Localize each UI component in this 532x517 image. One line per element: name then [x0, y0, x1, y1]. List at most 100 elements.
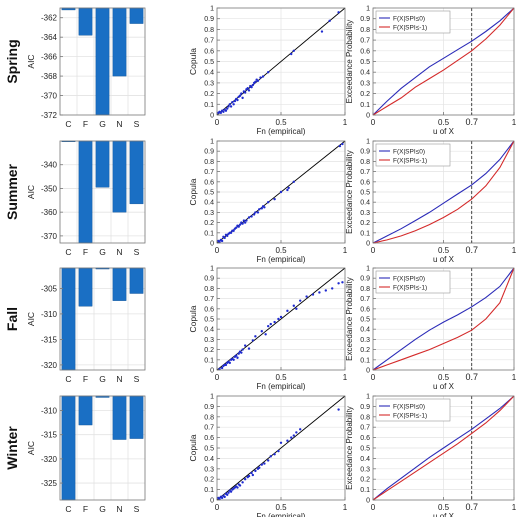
- y-tick-label: 0.8: [204, 414, 214, 421]
- x-tick-label: 1: [512, 118, 517, 127]
- y-tick-label: 0.2: [360, 220, 370, 227]
- scatter-point: [258, 208, 261, 211]
- bar-N: [112, 395, 127, 440]
- x-axis-label: u of X: [433, 127, 455, 136]
- scatter-point: [241, 222, 244, 225]
- scatter-point: [251, 339, 255, 342]
- scatter-point: [218, 367, 221, 371]
- bar-F: [78, 267, 93, 307]
- x-tick-label: 0.5: [275, 118, 287, 127]
- y-tick-label: 0.4: [360, 70, 370, 77]
- scatter-point: [260, 463, 263, 466]
- x-tick-label: F: [83, 374, 88, 384]
- scatter-point: [240, 92, 243, 95]
- scatter-point: [224, 109, 228, 112]
- y-tick-label: 0.7: [204, 296, 214, 303]
- scatter-point: [256, 211, 260, 214]
- y-tick-label: 0.6: [360, 306, 370, 313]
- x-tick-label: G: [99, 374, 106, 384]
- plot-frame: [216, 7, 346, 116]
- bar-G: [95, 7, 110, 116]
- scatter-point: [258, 466, 261, 469]
- x-tick-label: 0.7: [465, 117, 478, 127]
- x-tick-label: 0.5: [438, 373, 450, 382]
- scatter-point: [241, 481, 244, 484]
- y-tick-label: 0.3: [204, 466, 214, 473]
- x-tick-label: 0: [371, 503, 376, 512]
- y-tick-label: 0.8: [204, 27, 214, 34]
- y-tick-label: 0.9: [360, 16, 370, 23]
- scatter-point: [295, 431, 298, 434]
- scatter-point: [254, 80, 257, 84]
- scatter-point: [224, 363, 228, 367]
- x-tick-label: N: [116, 374, 122, 384]
- y-tick-label: -350: [41, 184, 58, 193]
- aic-bar-panel: C F G N S -340 -350 -360 -370 AIC: [26, 140, 146, 257]
- y-tick-label: 0.3: [204, 210, 214, 217]
- y-tick-label: 0.2: [204, 347, 214, 354]
- scatter-point: [243, 91, 247, 94]
- x-tick-label: 0: [371, 246, 376, 255]
- legend-entry: F(X|SPI≤-1): [393, 25, 427, 32]
- y-tick-label: 0.9: [204, 276, 214, 283]
- scatter-point: [279, 315, 283, 319]
- plot-frame: [59, 267, 146, 371]
- x-tick-label: 0.5: [438, 503, 450, 512]
- row-label-spring: Spring: [4, 39, 20, 83]
- y-axis-label: AIC: [26, 185, 36, 199]
- x-tick-label: 0: [215, 373, 220, 382]
- exceedance-panel: 0 0.1 0.2 0.3 0.4 0.5 0.6 0.7 0.8 0.9 1 0 0.5 0.7 1 u o…: [345, 266, 517, 392]
- y-tick-label: -320: [41, 455, 58, 464]
- y-tick-label: -370: [41, 232, 58, 241]
- y-tick-label: 0.3: [360, 337, 370, 344]
- scatter-point: [223, 236, 226, 240]
- y-tick-label: -360: [41, 208, 58, 217]
- y-axis-label: Copula: [188, 178, 198, 205]
- scatter-point: [318, 291, 321, 294]
- scatter-point: [236, 486, 239, 489]
- scatter-point: [232, 229, 235, 232]
- x-axis-label: u of X: [433, 512, 455, 517]
- scatter-point: [264, 333, 267, 336]
- x-tick-label: 0: [215, 246, 220, 255]
- bar-G: [95, 140, 110, 188]
- diagonal-line: [216, 395, 346, 501]
- y-tick-label: 0.5: [360, 446, 370, 453]
- x-tick-label: C: [65, 374, 71, 384]
- scatter-point: [273, 197, 276, 201]
- y-tick-label: -325: [41, 479, 58, 488]
- y-axis-label: AIC: [26, 54, 36, 68]
- scatter-point: [242, 219, 246, 222]
- scatter-point: [231, 100, 234, 104]
- legend-box: [375, 270, 451, 294]
- legend-entry: F(X|SPI≤0): [393, 16, 425, 23]
- y-tick-label: 0.5: [360, 190, 370, 197]
- x-tick-label: 1: [343, 373, 348, 382]
- scatter-point: [243, 221, 247, 224]
- y-tick-label: 0: [210, 368, 214, 375]
- y-tick-label: 0.1: [204, 230, 214, 237]
- x-tick-label: C: [65, 504, 71, 514]
- y-tick-label: 0.7: [204, 425, 214, 432]
- scatter-point: [233, 99, 237, 103]
- series-line-1: [372, 395, 515, 501]
- y-tick-label: 0.4: [360, 327, 370, 334]
- copula-scatter-panel: 0 0.1 0.2 0.3 0.4 0.5 0.6 0.7 0.8 0.9 1 0 0.5 1 Fn (em…: [188, 139, 348, 265]
- x-tick-label: 0: [371, 373, 376, 382]
- x-tick-label: 0.5: [438, 246, 450, 255]
- scatter-point: [254, 469, 257, 473]
- legend-entry: F(X|SPI≤-1): [393, 158, 427, 165]
- y-tick-label: -305: [41, 284, 58, 293]
- y-tick-label: 0: [366, 368, 370, 375]
- y-tick-label: -340: [41, 161, 58, 170]
- scatter-point: [267, 324, 270, 328]
- scatter-point: [286, 188, 289, 192]
- x-tick-label: 0: [215, 503, 220, 512]
- y-tick-label: 0.9: [204, 16, 214, 23]
- x-tick-label: 0.5: [275, 373, 287, 382]
- y-tick-label: -310: [41, 407, 58, 416]
- scatter-point: [267, 459, 270, 462]
- bar-N: [112, 7, 127, 77]
- scatter-point: [259, 76, 262, 79]
